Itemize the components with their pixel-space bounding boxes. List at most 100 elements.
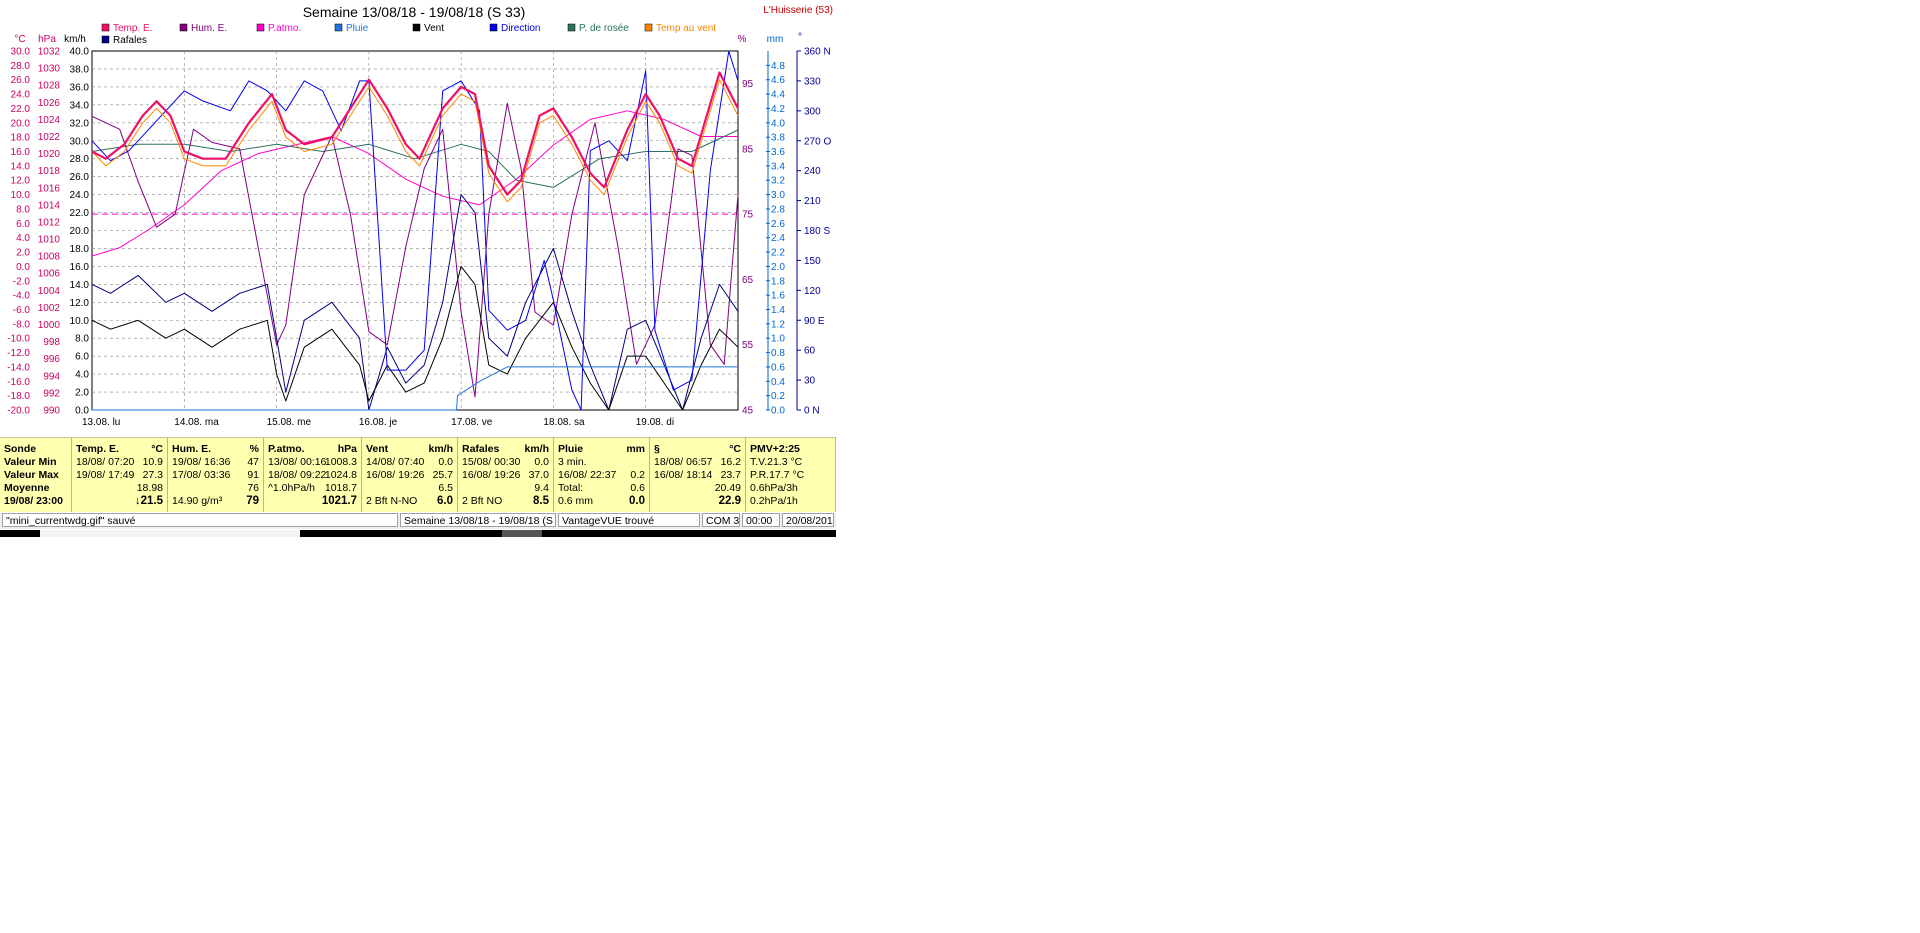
pressure-tick-label: 1004 <box>38 286 61 297</box>
direction-tick-label: 90 E <box>804 316 825 327</box>
rain-tick-label: 1.2 <box>771 319 785 330</box>
pressure-tick-label: 1032 <box>38 47 61 58</box>
temperature-tick-label: 4.0 <box>16 233 30 244</box>
summary-cell-value: 1008.3 <box>324 456 357 468</box>
pressure-tick-label: 1014 <box>38 200 61 211</box>
summary-row: 19/08/ 16:36 47 <box>172 456 259 469</box>
wind-tick-label: 28.0 <box>70 154 90 165</box>
summary-row: P.R.17.7 °C <box>750 469 831 482</box>
pressure-tick-label: 1030 <box>38 64 61 75</box>
summary-row: 0.6hPa/3h <box>750 482 831 495</box>
legend-label: Vent <box>424 23 444 34</box>
summary-cell-value: 6.5 <box>438 482 453 494</box>
legend-label: Direction <box>501 23 540 34</box>
summary-cell-value: 22.9 <box>718 495 741 507</box>
rain-tick-label: 2.8 <box>771 204 785 215</box>
series-line-temp-au-vent <box>91 79 739 203</box>
summary-row: 16/08/ 19:26 37.0 <box>462 469 549 482</box>
pressure-tick-label: 996 <box>43 354 60 365</box>
unit-temperature: °C <box>14 34 25 45</box>
series-line-rafales <box>91 194 739 411</box>
direction-tick-label: 360 N <box>804 47 831 58</box>
temperature-tick-label: -4.0 <box>13 291 31 302</box>
pressure-tick-label: 1026 <box>38 98 61 109</box>
legend-swatch <box>334 23 343 32</box>
summary-cell-value: 9.4 <box>534 482 549 494</box>
temperature-tick-label: 10.0 <box>11 190 31 201</box>
direction-tick-label: 180 S <box>804 226 830 237</box>
temperature-tick-label: 16.0 <box>11 147 31 158</box>
wind-tick-label: 12.0 <box>70 298 90 309</box>
temperature-tick-label: -20.0 <box>7 406 30 417</box>
summary-column: Vent km/h 14/08/ 07:40 0.0 16/08/ 19:26 25.7 6… <box>362 438 458 512</box>
summary-cell-value: 0.0 <box>629 495 645 507</box>
rain-tick-label: 2.2 <box>771 248 785 259</box>
summary-cell-value: 0.0 <box>438 456 453 468</box>
temperature-tick-label: -12.0 <box>7 348 30 359</box>
rain-tick-label: 4.0 <box>771 118 785 129</box>
summary-header-unit: % <box>249 443 259 455</box>
wind-tick-label: 2.0 <box>75 388 89 399</box>
unit-pressure: hPa <box>38 34 56 45</box>
wind-tick-label: 8.0 <box>75 334 89 345</box>
pressure-tick-label: 1020 <box>38 149 61 160</box>
weather-app: Semaine 13/08/18 - 19/08/18 (S 33) L'Hui… <box>0 0 836 540</box>
summary-header-title: Rafales <box>462 443 500 455</box>
summary-cell-label: 15/08/ 00:30 <box>462 456 521 468</box>
wind-tick-label: 0.0 <box>75 406 89 417</box>
wind-tick-label: 26.0 <box>70 172 90 183</box>
summary-header-unit: km/h <box>428 443 453 455</box>
summary-column: § °C 18/08/ 06:57 16.2 16/08/ 18:14 23.7 20.49… <box>650 438 746 512</box>
summary-cell-value: 25.7 <box>432 469 453 481</box>
summary-header-title: Vent <box>366 443 389 455</box>
wind-tick-label: 32.0 <box>70 118 90 129</box>
series-line-direction <box>91 50 739 411</box>
legend-swatch <box>179 23 188 32</box>
rain-tick-label: 3.6 <box>771 147 785 158</box>
summary-header-unit: mm <box>626 443 645 455</box>
temperature-tick-label: 22.0 <box>11 104 31 115</box>
summary-row: 19/08/ 17:49 27.3 <box>76 469 163 482</box>
temperature-tick-label: 6.0 <box>16 219 30 230</box>
summary-cell-value: 27.3 <box>142 469 163 481</box>
unit-wind: km/h <box>64 34 86 45</box>
summary-cell-label: Total: <box>558 482 584 494</box>
legend-swatch <box>567 23 576 32</box>
wind-tick-label: 4.0 <box>75 370 89 381</box>
direction-tick-label: 240 <box>804 166 821 177</box>
summary-row: 6.5 <box>366 482 453 495</box>
summary-row: 76 <box>172 482 259 495</box>
summary-header-unit: km/h <box>524 443 549 455</box>
chart-axes: 30.0 28.0 26.0 24.0 22.0 20.0 18.0 16.0 14.0 12.0… <box>7 47 831 417</box>
summary-cell-value: 1024.8 <box>324 469 357 481</box>
summary-cell-label: 19/08/ 23:00 <box>4 495 63 507</box>
legend-label: Hum. E. <box>191 23 227 34</box>
summary-row: 16/08/ 22:37 0.2 <box>558 469 645 482</box>
summary-row: 20.49 <box>654 482 741 495</box>
summary-column: P.atmo. hPa 13/08/ 00:16 1008.3 18/08/ 09:22… <box>264 438 362 512</box>
summary-row: 22.9 <box>654 495 741 508</box>
summary-header-title: Pluie <box>558 443 584 455</box>
pressure-tick-label: 1016 <box>38 183 61 194</box>
summary-row: 16/08/ 19:26 25.7 <box>366 469 453 482</box>
unit-rain: mm <box>767 34 784 45</box>
summary-column: Rafales km/h 15/08/ 00:30 0.0 16/08/ 19:26 37… <box>458 438 554 512</box>
wind-tick-label: 30.0 <box>70 136 90 147</box>
wind-tick-label: 34.0 <box>70 100 90 111</box>
wind-tick-label: 16.0 <box>70 262 90 273</box>
summary-header-unit: hPa <box>337 443 357 455</box>
pressure-tick-label: 1028 <box>38 81 61 92</box>
summary-cell-value: 1018.7 <box>324 482 357 494</box>
summary-row: 17/08/ 03:36 91 <box>172 469 259 482</box>
summary-cell-label: 0.2hPa/1h <box>750 495 798 507</box>
x-axis-labels: 13.08. lu 14.08. ma 15.08. me 16.08. je 17.0… <box>82 417 674 428</box>
summary-cell-label: 19/08/ 16:36 <box>172 456 231 468</box>
x-tick-label: 13.08. lu <box>82 417 120 428</box>
temperature-tick-label: -8.0 <box>13 319 31 330</box>
summary-cell-label: P.R.17.7 °C <box>750 469 805 481</box>
summary-header: Pluie mm <box>558 443 645 456</box>
summary-row: 3 min. <box>558 456 645 469</box>
direction-tick-label: 60 <box>804 346 816 357</box>
pressure-tick-label: 1002 <box>38 303 61 314</box>
rain-tick-label: 2.0 <box>771 262 785 273</box>
